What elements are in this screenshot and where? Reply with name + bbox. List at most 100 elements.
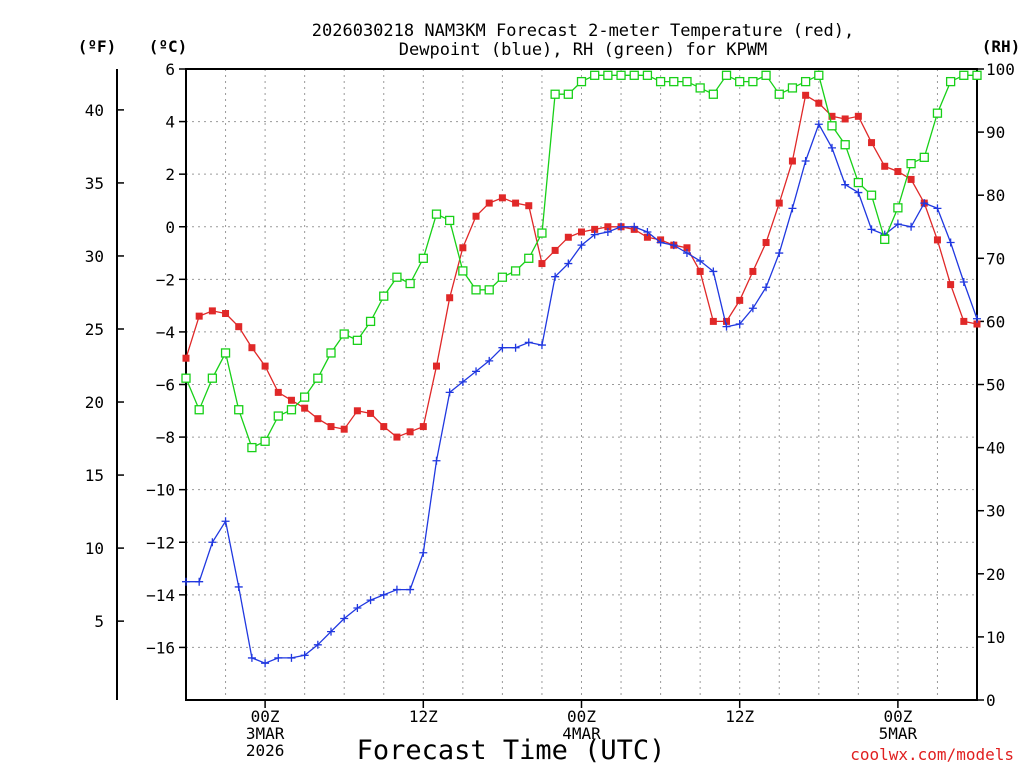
temperature-point	[287, 396, 295, 404]
rh-point	[379, 291, 389, 301]
rh-point	[761, 70, 771, 80]
temperature-point	[736, 296, 744, 304]
rh-tick-label: 70	[986, 249, 1005, 268]
x-tick-label: 12Z	[725, 707, 754, 726]
rh-point	[827, 121, 837, 131]
dewpoint-point	[603, 228, 612, 237]
rh-point	[972, 70, 982, 80]
temperature-point	[195, 312, 203, 320]
temperature-point	[578, 228, 585, 236]
dewpoint-point	[221, 517, 230, 526]
temperature-point	[432, 362, 440, 370]
dewpoint-point	[867, 225, 876, 234]
celsius-tick-label: −12	[146, 533, 175, 552]
rh-point	[260, 436, 270, 446]
dewpoint-point	[814, 120, 823, 129]
rh-tick-label: 0	[986, 691, 996, 710]
rh-point	[866, 190, 877, 200]
dewpoint-point	[577, 241, 586, 250]
temperature-point	[340, 425, 348, 433]
rh-point	[365, 316, 376, 327]
fahrenheit-tick-label: 30	[85, 247, 104, 266]
celsius-unit-label: (ºC)	[149, 37, 188, 56]
rh-point	[932, 108, 943, 118]
rh-point	[959, 70, 969, 80]
dewpoint-point	[340, 614, 349, 623]
rh-point	[537, 228, 547, 238]
temperature-point	[868, 139, 876, 147]
dewpoint-point	[274, 653, 283, 662]
dewpoint-point	[801, 157, 810, 166]
rh-unit-label: (RH)	[982, 37, 1021, 56]
rh-point	[787, 83, 798, 93]
dewpoint-point	[946, 238, 955, 247]
rh-point	[458, 266, 468, 276]
temperature-point	[551, 246, 559, 254]
temperature-point	[538, 260, 546, 268]
temperature-point	[960, 317, 968, 325]
temperature-point	[459, 244, 467, 252]
rh-point	[286, 405, 297, 415]
temperature-point	[933, 236, 941, 244]
rh-point	[576, 76, 587, 87]
rh-point	[550, 89, 560, 99]
rh-point	[642, 70, 653, 80]
dewpoint-point	[313, 640, 322, 649]
x-tick-label: 2026	[246, 741, 285, 760]
temperature-point	[512, 199, 520, 207]
rh-point	[735, 76, 745, 87]
dewpoint-point	[485, 356, 494, 365]
rh-point	[906, 158, 916, 169]
temperature-point	[591, 225, 599, 233]
dewpoint-point	[748, 304, 757, 313]
rh-point	[299, 392, 310, 402]
temperature-point	[274, 388, 282, 396]
rh-point	[893, 203, 903, 213]
dewpoint-point	[827, 143, 836, 152]
credit-label: coolwx.com/models	[850, 745, 1014, 764]
dewpoint-point	[551, 272, 560, 281]
temperature-point	[419, 423, 427, 431]
celsius-tick-label: −16	[146, 638, 175, 657]
rh-point	[471, 285, 481, 295]
dewpoint-point	[630, 222, 639, 231]
celsius-tick-label: 0	[165, 218, 175, 237]
temperature-point	[854, 112, 862, 120]
rh-tick-label: 90	[986, 123, 1005, 142]
dewpoint-point	[524, 338, 533, 347]
rh-point	[840, 140, 850, 150]
rh-point	[616, 70, 626, 80]
rh-point	[207, 373, 218, 383]
dewpoint-point	[564, 259, 573, 268]
temperature-point	[222, 310, 230, 318]
dewpoint-point	[287, 653, 296, 662]
fahrenheit-tick-label: 15	[85, 466, 104, 485]
dewpoint-point	[379, 590, 388, 599]
rh-point	[590, 70, 600, 80]
x-axis-title: Forecast Time (UTC)	[357, 735, 666, 766]
data-series	[181, 70, 982, 668]
fahrenheit-unit-label: (ºF)	[78, 37, 117, 56]
dewpoint-point	[537, 341, 546, 350]
dewpoint-point	[722, 322, 731, 331]
x-tick-label: 5MAR	[879, 724, 918, 743]
dewpoint-point	[973, 314, 981, 323]
rh-point	[669, 76, 679, 87]
x-tick-label: 00Z	[567, 707, 596, 726]
celsius-tick-label: −2	[156, 270, 175, 289]
temperature-point	[881, 162, 889, 170]
temperature-line	[185, 94, 978, 438]
celsius-tick-label: 2	[165, 165, 175, 184]
fahrenheit-tick-label: 35	[85, 174, 104, 193]
fahrenheit-tick-label: 40	[85, 101, 104, 120]
rh-point	[814, 70, 824, 80]
rh-point	[339, 329, 349, 339]
celsius-tick-label: −14	[146, 586, 175, 605]
rh-tick-label: 20	[986, 565, 1005, 584]
rh-point	[234, 405, 244, 415]
temperature-point	[762, 239, 770, 247]
dewpoint-point	[762, 283, 771, 292]
fahrenheit-tick-label: 5	[94, 612, 104, 631]
dewpoint-point	[735, 320, 744, 329]
